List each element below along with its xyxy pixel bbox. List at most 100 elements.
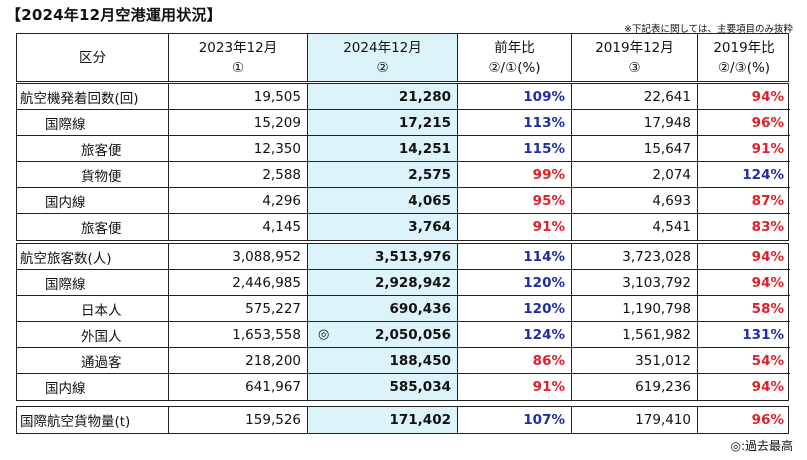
row-label: 旅客便: [17, 214, 169, 240]
yoy-ratio: 91%: [458, 214, 572, 240]
row-label: 旅客便: [17, 136, 169, 162]
legend-record-high: ◎:過去最高: [730, 439, 793, 453]
yoy-ratio: 91%: [458, 374, 572, 400]
vs2019-ratio: 96%: [751, 412, 784, 428]
row-label: 貨物便: [17, 162, 169, 188]
row-label: 航空機発着回数(回): [17, 84, 169, 110]
value-2023: 2,446,985: [169, 270, 308, 296]
value-2019: 22,641: [572, 84, 698, 110]
vs2019-ratio: 54%: [698, 348, 790, 374]
row-label: 国内線: [17, 374, 169, 400]
value-2019: 3,103,792: [572, 270, 698, 296]
vs2019-ratio: 124%: [698, 162, 790, 188]
yoy-ratio: 115%: [458, 136, 572, 162]
value-2023: 641,967: [169, 374, 308, 400]
value-2024-cell: 2,575: [308, 162, 458, 188]
yoy-ratio: 114%: [458, 244, 572, 270]
value-2024-cell: 188,450: [308, 348, 458, 374]
value-2019: 351,012: [572, 348, 698, 374]
header-col-vs2019: 2019年比 ②/③(%): [698, 34, 790, 81]
header-kubun: 区分: [17, 34, 169, 81]
value-2023: 575,227: [169, 296, 308, 322]
header-col-2023: 2023年12月 ①: [169, 34, 308, 81]
value-2023: 4,145: [169, 214, 308, 240]
yoy-ratio: 120%: [458, 296, 572, 322]
value-2023: 15,209: [169, 110, 308, 136]
header-col-yoy: 前年比 ②/①(%): [458, 34, 572, 81]
value-2023: 19,505: [169, 84, 308, 110]
yoy-ratio: 120%: [458, 270, 572, 296]
row-label: 国際線: [17, 110, 169, 136]
header-col-2024-sub: ②: [376, 59, 389, 76]
vs2019-ratio: 83%: [751, 219, 784, 235]
header-col-2019-title: 2019年12月: [595, 39, 674, 56]
vs2019-ratio: 131%: [698, 322, 790, 348]
header-col-2023-title: 2023年12月: [198, 39, 278, 56]
value-2024-cell: ◎ 2,050,056: [308, 322, 458, 348]
value-2024-cell: 21,280: [308, 84, 458, 110]
yoy-ratio: 113%: [458, 110, 572, 136]
value-2023: 1,653,558: [169, 322, 308, 348]
row-label: 日本人: [17, 296, 169, 322]
value-2024-cell: 4,065: [308, 188, 458, 214]
vs2019-ratio: 94%: [698, 244, 790, 270]
row-label: 航空旅客数(人): [17, 244, 169, 270]
yoy-ratio: 109%: [458, 84, 572, 110]
header-col-2024: 2024年12月 ②: [308, 34, 458, 81]
value-2024: 585,034: [389, 379, 452, 395]
row-label: 国際航空貨物量(t): [17, 407, 169, 433]
value-2024: 3,764: [408, 219, 451, 235]
row-label: 外国人: [17, 322, 169, 348]
header-col-vs2019-sub: ②/③(%): [717, 59, 771, 76]
header-col-2024-title: 2024年12月: [343, 39, 422, 56]
table-section: 航空機発着回数(回) 19,505 21,280 109% 22,641 94% 国際線 15…: [16, 83, 790, 241]
value-2019: 3,723,028: [572, 244, 698, 270]
value-2023: 4,296: [169, 188, 308, 214]
vs2019-ratio: 94%: [698, 84, 790, 110]
vs2019-ratio: 96%: [698, 110, 790, 136]
table-section: 国際航空貨物量(t) 159,526 171,402 107% 179,410 96%: [16, 406, 789, 434]
table-header: 区分 2023年12月 ① 2024年12月 ② 前年比 ②/①(%) 2019…: [16, 33, 789, 82]
header-col-2019-sub: ③: [628, 59, 641, 76]
header-col-2019: 2019年12月 ③: [572, 34, 698, 81]
value-2024: 3,513,976: [374, 248, 451, 265]
value-2024: 4,065: [408, 192, 451, 209]
value-2024-cell: 2,928,942: [308, 270, 458, 296]
value-2024: 2,050,056: [374, 326, 451, 343]
row-label: 通過客: [17, 348, 169, 374]
value-2024: 2,575: [408, 166, 451, 183]
value-2024: 188,450: [389, 352, 452, 369]
value-2023: 12,350: [169, 136, 308, 162]
row-label: 国際線: [17, 270, 169, 296]
value-2024-cell: 585,034: [308, 374, 458, 400]
value-2024-cell: 3,513,976: [308, 244, 458, 270]
value-2023: 218,200: [169, 348, 308, 374]
value-2019: 4,541: [572, 214, 698, 240]
vs2019-ratio: 94%: [751, 379, 784, 395]
value-2024: 21,280: [398, 88, 451, 105]
value-2023: 2,588: [169, 162, 308, 188]
value-2024: 2,928,942: [374, 274, 451, 291]
value-2024: 17,215: [398, 114, 451, 131]
page-title: 【2024年12月空港運用状況】: [6, 6, 222, 24]
yoy-ratio: 86%: [458, 348, 572, 374]
yoy-ratio: 99%: [458, 162, 572, 188]
yoy-ratio: 107%: [458, 407, 572, 433]
value-2019: 15,647: [572, 136, 698, 162]
value-2019: 17,948: [572, 110, 698, 136]
value-2023: 159,526: [169, 407, 308, 433]
value-2024-cell: 690,436: [308, 296, 458, 322]
value-2019: 179,410: [572, 407, 698, 433]
value-2024: 14,251: [398, 140, 451, 157]
value-2019: 1,190,798: [572, 296, 698, 322]
header-col-vs2019-title: 2019年比: [713, 39, 775, 56]
value-2024-cell: 14,251: [308, 136, 458, 162]
value-2023: 3,088,952: [169, 244, 308, 270]
header-col-yoy-sub: ②/①(%): [488, 59, 541, 76]
yoy-ratio: 95%: [458, 188, 572, 214]
table-note: ※下記表に関しては、主要項目のみ抜粋: [624, 24, 793, 35]
record-high-mark: ◎: [318, 327, 330, 342]
value-2019: 2,074: [572, 162, 698, 188]
header-col-2023-sub: ①: [231, 59, 245, 76]
table-section: 航空旅客数(人) 3,088,952 3,513,976 114% 3,723,028 9…: [16, 243, 790, 401]
